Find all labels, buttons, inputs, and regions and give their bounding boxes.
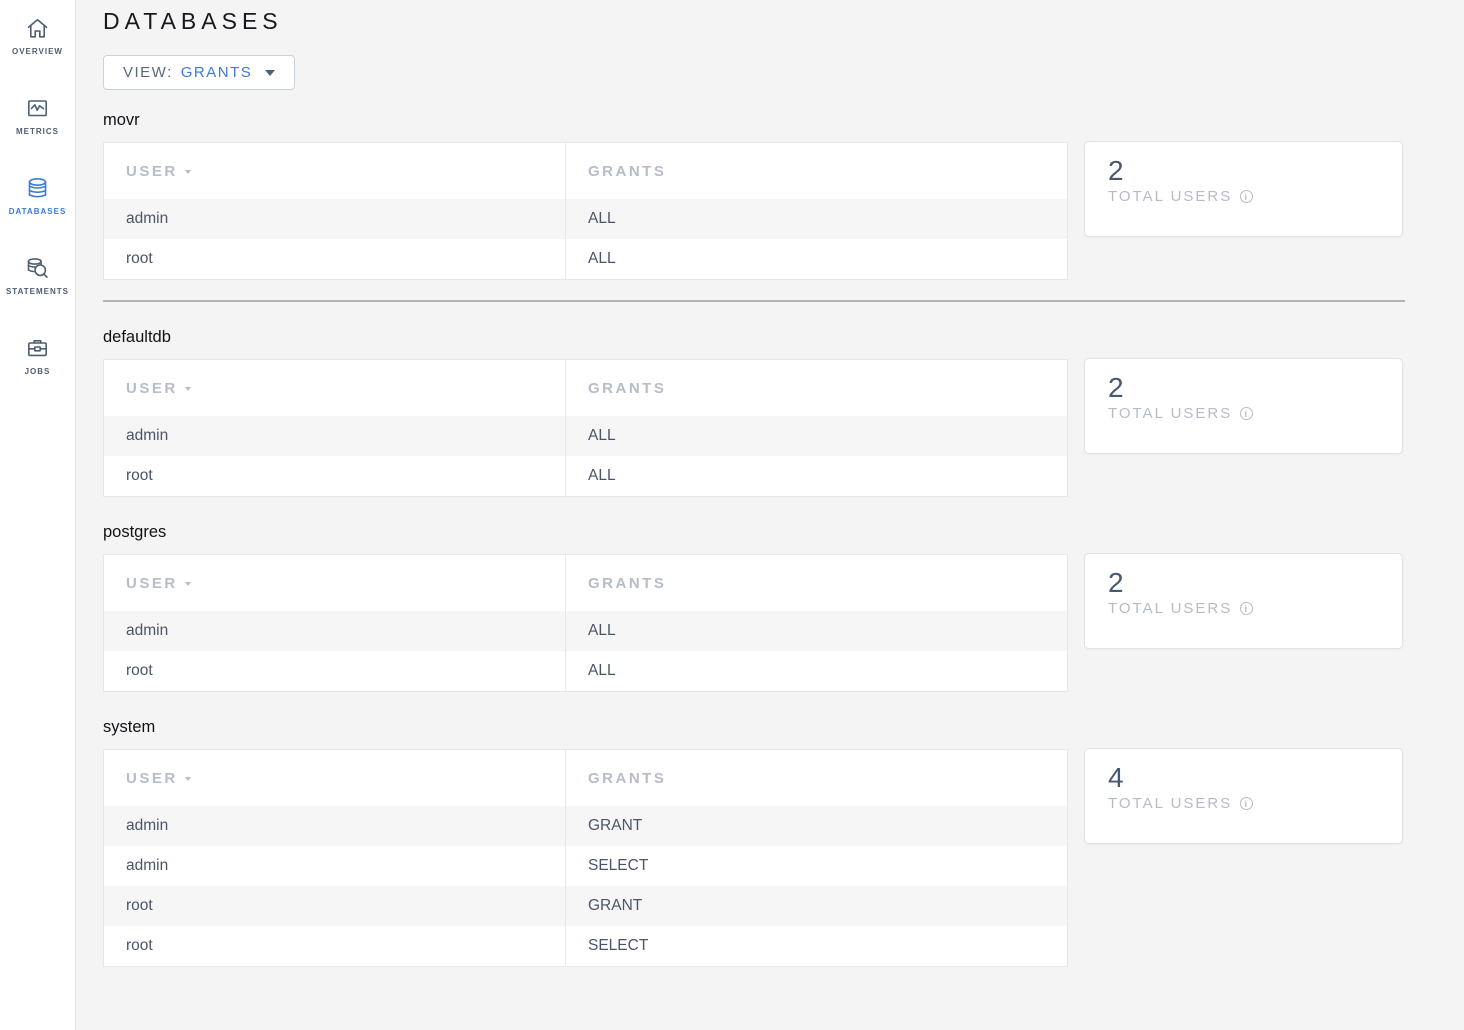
- cell-grants: ALL: [565, 611, 1067, 651]
- sort-caret-icon: [184, 777, 191, 781]
- column-header-grants[interactable]: GRANTS: [565, 555, 1067, 611]
- table-row: admin ALL: [104, 611, 1067, 651]
- table-row: root ALL: [104, 239, 1067, 279]
- table-row: root GRANT: [104, 886, 1067, 926]
- database-section-defaultdb: defaultdb USER GRANTS admin ALL: [103, 328, 1464, 497]
- cell-grants: GRANT: [565, 806, 1067, 846]
- cell-user: admin: [126, 210, 169, 227]
- table-header-row: USER GRANTS: [104, 143, 1067, 199]
- total-users-count: 2: [1108, 372, 1124, 403]
- sort-caret-icon: [184, 387, 191, 391]
- database-name: movr: [103, 111, 140, 129]
- cell-user: root: [126, 662, 153, 679]
- cell-user: admin: [126, 857, 169, 874]
- total-users-count: 2: [1108, 567, 1124, 598]
- view-selector-button[interactable]: VIEW: GRANTS: [103, 55, 296, 90]
- grants-table: USER GRANTS admin GRANT admin SELECT: [103, 749, 1068, 967]
- cell-grants: ALL: [565, 239, 1067, 279]
- table-row: admin ALL: [104, 416, 1067, 456]
- sort-caret-icon: [184, 582, 191, 586]
- sidebar-item-label: OVERVIEW: [12, 47, 63, 56]
- cell-user: admin: [126, 817, 169, 834]
- total-users-card: 2 TOTAL USERS i: [1084, 553, 1403, 649]
- statements-icon: [24, 253, 51, 282]
- sidebar-item-label: JOBS: [24, 367, 51, 376]
- briefcase-icon: [24, 333, 51, 362]
- total-users-card: 2 TOTAL USERS i: [1084, 141, 1403, 237]
- cell-grants: GRANT: [565, 886, 1067, 926]
- column-header-user[interactable]: USER: [104, 143, 565, 199]
- table-header-row: USER GRANTS: [104, 750, 1067, 806]
- grants-table: USER GRANTS admin ALL root ALL: [103, 359, 1068, 497]
- database-section-movr: movr USER GRANTS admin ALL: [103, 111, 1464, 280]
- cell-user: root: [126, 937, 153, 954]
- grants-table: USER GRANTS admin ALL root ALL: [103, 554, 1068, 692]
- column-header-grants[interactable]: GRANTS: [565, 143, 1067, 199]
- database-name: defaultdb: [103, 328, 171, 346]
- total-users-label: TOTAL USERS i: [1108, 795, 1379, 812]
- total-users-label: TOTAL USERS i: [1108, 405, 1379, 422]
- main-content: DATABASES VIEW: GRANTS movr USER GRANTS: [76, 0, 1464, 1030]
- database-icon: [24, 173, 51, 202]
- sidebar-item-label: DATABASES: [8, 207, 67, 216]
- info-icon[interactable]: i: [1240, 797, 1254, 810]
- sidebar-item-metrics[interactable]: METRICS: [0, 93, 75, 173]
- cell-grants: SELECT: [565, 926, 1067, 966]
- cell-grants: ALL: [565, 456, 1067, 496]
- page-title: DATABASES: [103, 8, 283, 34]
- total-users-count: 4: [1108, 762, 1124, 793]
- table-row: admin GRANT: [104, 806, 1067, 846]
- column-header-user[interactable]: USER: [104, 555, 565, 611]
- table-row: root ALL: [104, 651, 1067, 691]
- sidebar-item-label: STATEMENTS: [5, 287, 70, 296]
- info-icon[interactable]: i: [1240, 407, 1254, 420]
- chevron-down-icon: [265, 69, 276, 76]
- sidebar-item-databases[interactable]: DATABASES: [0, 173, 75, 253]
- info-icon[interactable]: i: [1240, 602, 1254, 615]
- total-users-card: 4 TOTAL USERS i: [1084, 748, 1403, 844]
- total-users-label: TOTAL USERS i: [1108, 188, 1379, 205]
- table-row: root ALL: [104, 456, 1067, 496]
- table-row: admin SELECT: [104, 846, 1067, 886]
- sidebar-item-overview[interactable]: OVERVIEW: [0, 13, 75, 93]
- total-users-count: 2: [1108, 155, 1124, 186]
- cell-user: root: [126, 467, 153, 484]
- cell-grants: ALL: [565, 651, 1067, 691]
- cell-grants: SELECT: [565, 846, 1067, 886]
- cell-user: root: [126, 897, 153, 914]
- view-selector-value: GRANTS: [180, 64, 253, 81]
- database-section-postgres: postgres USER GRANTS admin ALL: [103, 523, 1464, 692]
- sidebar-item-label: METRICS: [16, 127, 59, 136]
- database-name: postgres: [103, 523, 167, 541]
- cell-user: admin: [126, 622, 169, 639]
- home-icon: [24, 13, 51, 42]
- database-section-system: system USER GRANTS admin GRANT: [103, 718, 1464, 967]
- column-header-user[interactable]: USER: [104, 750, 565, 806]
- sidebar-item-jobs[interactable]: JOBS: [0, 333, 75, 413]
- view-selector-prefix: VIEW:: [123, 64, 173, 81]
- column-header-grants[interactable]: GRANTS: [565, 360, 1067, 416]
- cell-user: admin: [126, 427, 169, 444]
- cell-user: root: [126, 250, 153, 267]
- column-header-grants[interactable]: GRANTS: [565, 750, 1067, 806]
- cell-grants: ALL: [565, 416, 1067, 456]
- total-users-card: 2 TOTAL USERS i: [1084, 358, 1403, 454]
- table-row: root SELECT: [104, 926, 1067, 966]
- cell-grants: ALL: [565, 199, 1067, 239]
- database-name: system: [103, 718, 156, 736]
- table-header-row: USER GRANTS: [104, 360, 1067, 416]
- table-row: admin ALL: [104, 199, 1067, 239]
- metrics-chart-icon: [24, 93, 51, 122]
- info-icon[interactable]: i: [1240, 190, 1254, 203]
- total-users-label: TOTAL USERS i: [1108, 600, 1379, 617]
- section-divider: [103, 300, 1405, 302]
- sort-caret-icon: [184, 170, 191, 174]
- column-header-user[interactable]: USER: [104, 360, 565, 416]
- grants-table: USER GRANTS admin ALL root ALL: [103, 142, 1068, 280]
- table-header-row: USER GRANTS: [104, 555, 1067, 611]
- sidebar-item-statements[interactable]: STATEMENTS: [0, 253, 75, 333]
- sidebar: OVERVIEW METRICS: [0, 0, 76, 1030]
